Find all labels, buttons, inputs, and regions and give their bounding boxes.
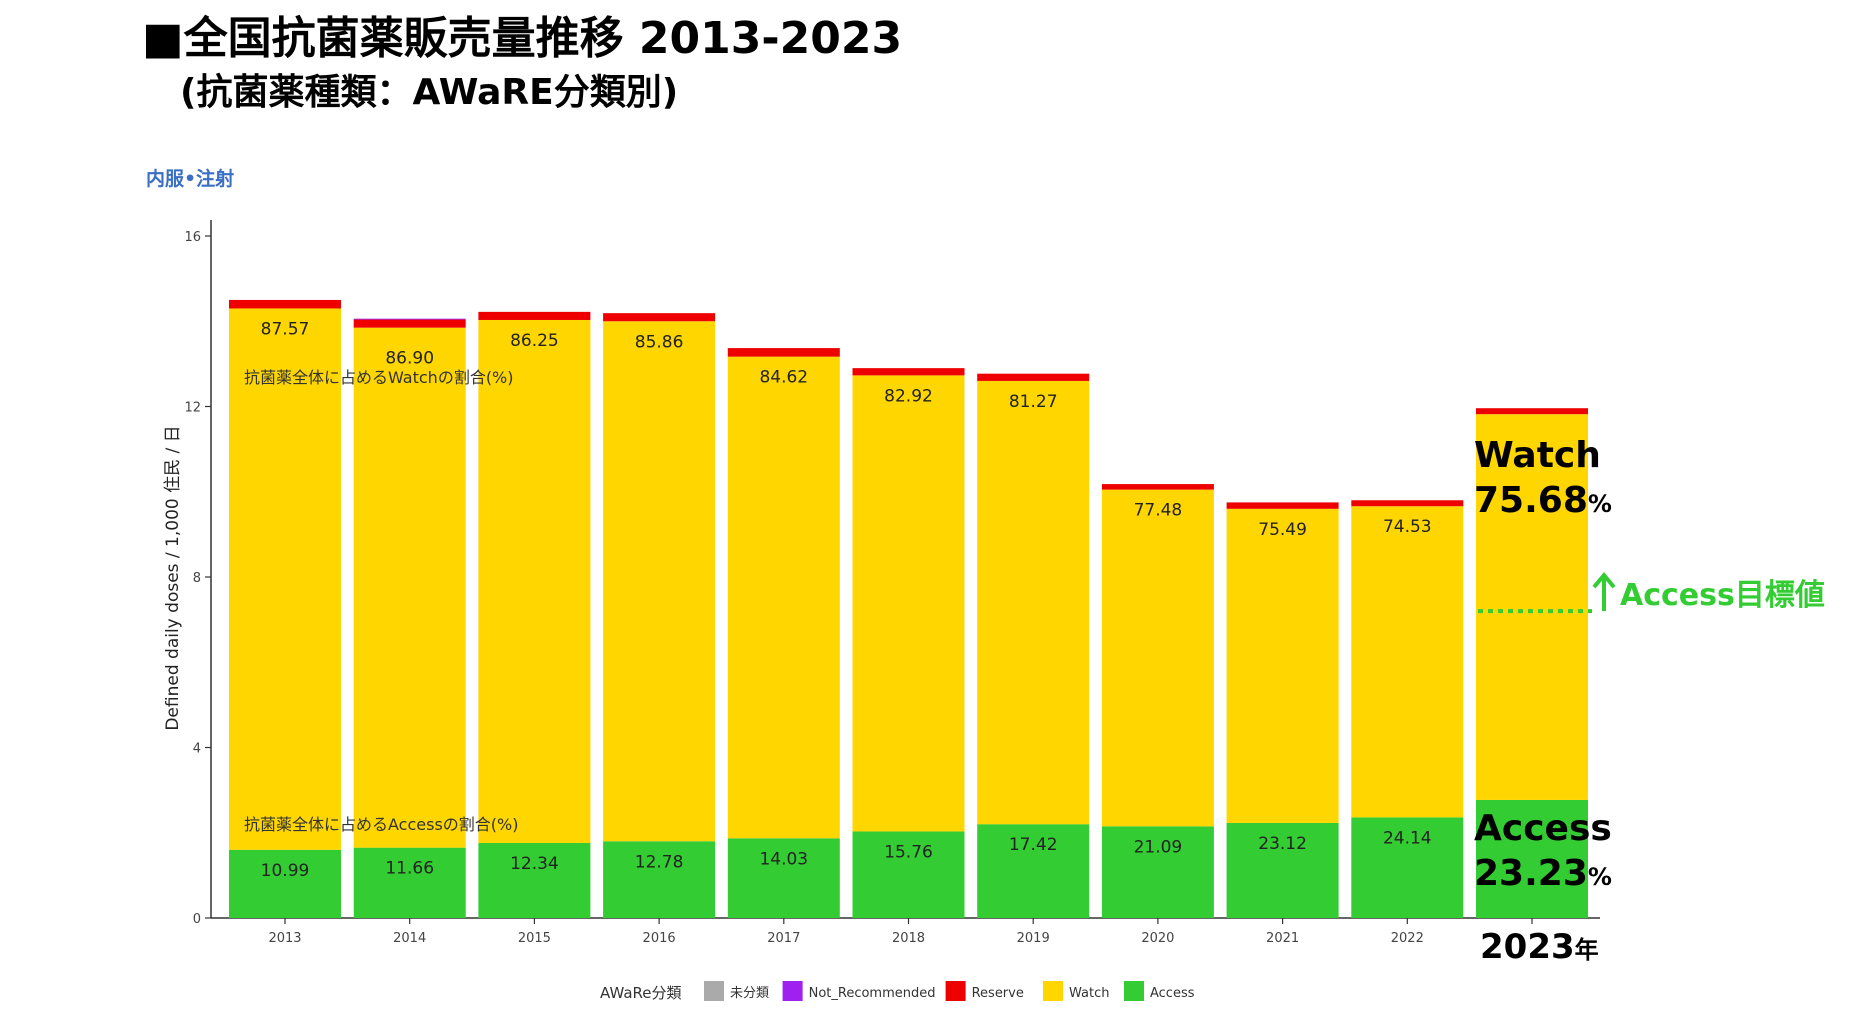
y-tick-label: 16	[184, 230, 201, 245]
x-tick-label: 2013	[268, 931, 301, 946]
legend-swatch-not-recommended	[782, 981, 803, 1001]
bar-access-2014	[353, 847, 466, 918]
legend-swatch-reserve	[945, 981, 966, 1001]
bar-access-2021	[1226, 822, 1339, 918]
access-pct-label: 14.03	[759, 849, 808, 869]
bar-watch-2016	[603, 321, 716, 842]
access-ratio-caption: 抗菌薬全体に占めるAccessの割合(%)	[244, 815, 518, 834]
access-pct-label: 12.34	[510, 854, 559, 874]
legend-swatch--	[704, 981, 724, 1001]
access-pct-label: 11.66	[385, 859, 434, 879]
bar-reserve-2016	[603, 313, 716, 322]
bar-reserve-2020	[1101, 484, 1214, 490]
bar-access-2020	[1101, 826, 1214, 918]
access-pct-label: 17.42	[1009, 835, 1058, 855]
bar-watch-2019	[977, 380, 1090, 825]
watch-pct-label: 86.25	[510, 331, 559, 351]
x-tick-label: 2017	[767, 931, 800, 946]
watch-pct-label: 87.57	[261, 319, 310, 339]
y-tick-label: 4	[193, 742, 201, 757]
x-tick-label: 2015	[518, 931, 551, 946]
bar-watch-2017	[727, 356, 840, 839]
bar-watch-2020	[1101, 489, 1214, 827]
legend-title: AWaRe分類	[600, 984, 681, 1002]
legend-label: Access	[1150, 986, 1195, 1001]
bar-access-2018	[852, 831, 965, 918]
bar-reserve-2019	[977, 373, 1090, 381]
bar-access-2019	[977, 824, 1090, 918]
legend-label: Watch	[1069, 986, 1109, 1001]
x-tick-label: 2018	[892, 931, 925, 946]
legend-label: Not_Recommended	[809, 986, 936, 1001]
watch-pct-label: 77.48	[1134, 501, 1183, 521]
bar-watch-2014	[353, 327, 466, 848]
chart-title: ■全国抗菌薬販売量推移 2013-2023	[142, 13, 903, 64]
x-tick-label: 2014	[393, 931, 426, 946]
bar-not-recommended-2014	[353, 318, 466, 320]
up-arrow-head-icon	[1592, 571, 1616, 589]
bar-access-2016	[603, 841, 716, 918]
access-2023-value: 23.23%	[1474, 853, 1612, 894]
bar-reserve-2017	[727, 348, 840, 357]
bar-watch-2023	[1476, 414, 1588, 800]
bar-watch-2022	[1351, 506, 1464, 818]
access-pct-label: 10.99	[261, 861, 310, 881]
access-pct-label: 23.12	[1258, 834, 1307, 854]
bar-reserve-2022	[1351, 500, 1464, 507]
access-pct-label: 21.09	[1134, 837, 1183, 857]
y-tick-label: 0	[193, 912, 201, 927]
bar-watch-2018	[852, 375, 965, 832]
bar-reserve-2013	[229, 299, 341, 309]
chart-subtitle: (抗菌薬種類：AWaRE分類別)	[180, 72, 679, 113]
bar-watch-2021	[1226, 508, 1339, 823]
bar-access-2015	[478, 842, 591, 918]
y-axis-label: Defined daily doses / 1,000 住民 / 日	[163, 425, 183, 730]
legend-label: 未分類	[730, 986, 769, 1001]
route-label: 内服•注射	[146, 168, 235, 190]
x-tick-label: 2019	[1017, 931, 1050, 946]
bar-reserve-2018	[852, 368, 965, 376]
watch-pct-label: 85.86	[635, 332, 684, 352]
bar-access-2023	[1476, 799, 1588, 918]
access-target-label: Access目標値	[1620, 578, 1825, 613]
bar-watch-2013	[229, 308, 341, 850]
y-tick-label: 8	[193, 571, 201, 586]
legend-swatch-watch	[1043, 981, 1063, 1001]
bar-reserve-2015	[478, 311, 591, 320]
access-2023-label: Access	[1474, 808, 1612, 849]
x-tick-label: 2016	[643, 931, 676, 946]
year-2023-label: 2023年	[1480, 927, 1599, 967]
access-pct-label: 24.14	[1383, 828, 1432, 848]
watch-pct-label: 86.90	[385, 349, 434, 369]
watch-pct-label: 84.62	[759, 368, 808, 388]
watch-pct-label: 75.49	[1258, 520, 1307, 540]
watch-2023-label: Watch	[1474, 435, 1601, 476]
watch-ratio-caption: 抗菌薬全体に占めるWatchの割合(%)	[244, 368, 514, 387]
bar-reserve-2014	[353, 319, 466, 328]
bar-access-2013	[229, 849, 341, 918]
x-tick-label: 2022	[1391, 931, 1424, 946]
x-tick-label: 2021	[1266, 931, 1299, 946]
y-tick-label: 12	[184, 401, 201, 416]
watch-2023-value: 75.68%	[1474, 480, 1612, 521]
bar-watch-2015	[478, 319, 591, 843]
access-pct-label: 12.78	[635, 852, 684, 872]
bar-reserve-2021	[1226, 502, 1339, 509]
watch-pct-label: 81.27	[1009, 392, 1058, 412]
bar-access-2017	[727, 838, 840, 918]
watch-pct-label: 74.53	[1383, 517, 1432, 537]
watch-pct-label: 82.92	[884, 386, 933, 406]
access-pct-label: 15.76	[884, 842, 933, 862]
x-tick-label: 2020	[1141, 931, 1174, 946]
legend-label: Reserve	[972, 986, 1024, 1001]
legend-swatch-access	[1124, 981, 1144, 1001]
bar-access-2022	[1351, 817, 1464, 918]
bar-reserve-2023	[1476, 408, 1588, 415]
